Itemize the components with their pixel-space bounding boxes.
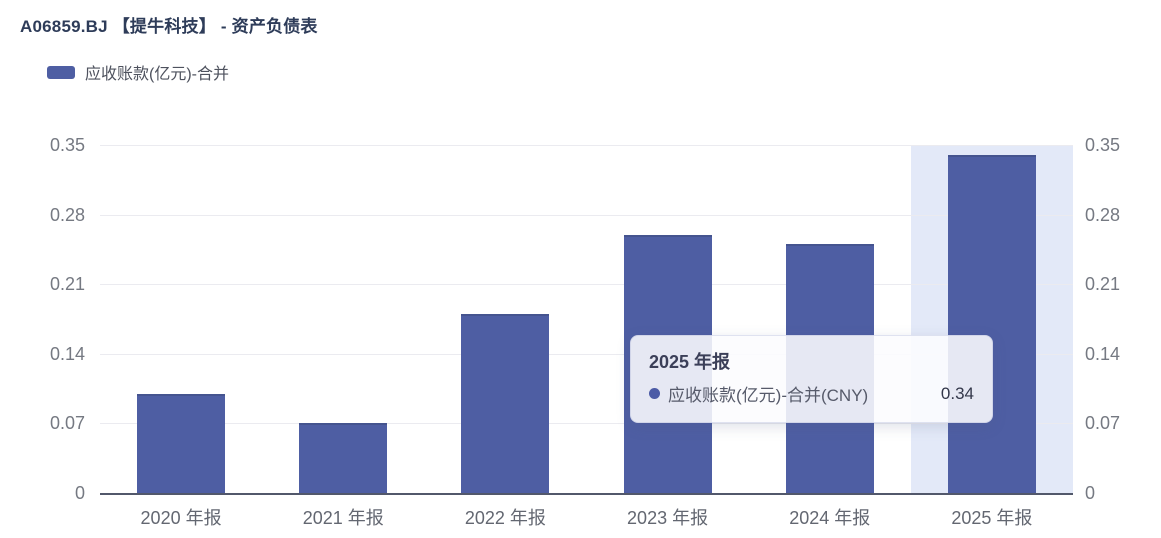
tooltip-series-label: 应收账款(亿元)-合并(CNY) [668, 386, 869, 405]
tooltip-title: 2025 年报 [649, 352, 731, 372]
gridline [100, 423, 1073, 425]
series-marker-icon [649, 388, 660, 399]
y-axis-tick-label-right: 0.07 [1085, 413, 1121, 434]
gridline [100, 145, 1073, 146]
x-axis-tick-label: 2022 年报 [464, 508, 546, 528]
legend-swatch-icon [47, 65, 75, 79]
legend-label: 应收账款(亿元)-合并 [85, 66, 229, 83]
y-axis-tick-label-right: 0.35 [1085, 135, 1121, 155]
gridline [100, 353, 1073, 355]
y-axis-tick-label-left: 0 [74, 483, 85, 503]
page-title: A06859.BJ 【提牛科技】 - 资产负债表 [20, 17, 318, 36]
x-axis-tick-label: 2020 年报 [140, 508, 222, 528]
plot-area [100, 145, 1073, 495]
y-axis-tick-label-left: 0.21 [49, 274, 85, 295]
chart-tooltip: 2025 年报 应收账款(亿元)-合并(CNY) 0.34 [630, 335, 993, 423]
y-axis-tick-label-right: 0.21 [1085, 274, 1121, 295]
y-axis-tick-label-left: 0.28 [49, 204, 85, 225]
bar-2025-年报[interactable] [947, 154, 1036, 493]
y-axis-tick-label-right: 0.14 [1085, 343, 1121, 364]
x-axis-tick-label: 2025 年报 [951, 508, 1033, 528]
x-axis-tick-label: 2023 年报 [627, 508, 709, 528]
y-axis-tick-label-left: 0.07 [49, 413, 85, 434]
gridline [100, 284, 1073, 286]
y-axis-tick-label-left: 0.35 [49, 135, 85, 155]
x-axis-tick-label: 2021 年报 [302, 508, 384, 528]
tooltip-value: 0.34 [940, 383, 974, 403]
y-axis-tick-label-right: 0 [1085, 483, 1096, 503]
x-axis-tick-label: 2024 年报 [789, 508, 871, 528]
gridline [100, 214, 1073, 216]
y-axis-tick-label-right: 0.28 [1085, 204, 1121, 225]
bar-2020-年报[interactable] [137, 393, 226, 493]
y-axis-tick-label-left: 0.14 [49, 343, 85, 364]
bar-2021-年报[interactable] [299, 423, 388, 493]
legend-item[interactable]: 应收账款(亿元)-合并 [47, 60, 229, 84]
bar-2022-年报[interactable] [461, 314, 550, 493]
